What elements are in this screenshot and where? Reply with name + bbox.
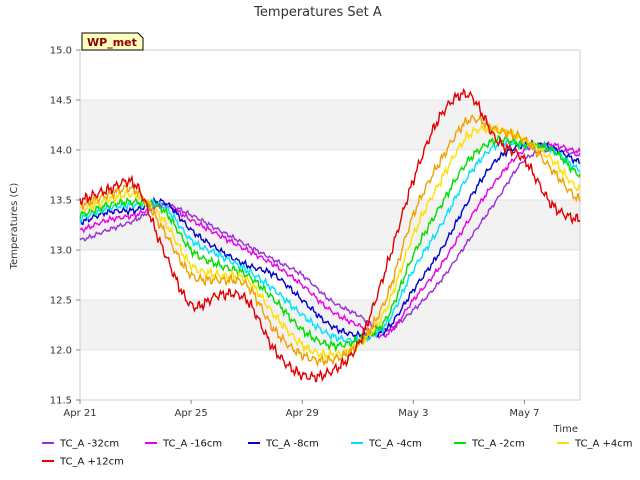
series-line: [79, 139, 581, 341]
legend-label: TC_A -32cm: [59, 439, 119, 450]
legend: TC_A -32cm TC_A -16cm TC_A -8cm TC_A -4cm TC…: [42, 439, 633, 468]
y-tick-label: 13.5: [50, 196, 72, 207]
y-tick-label: 12.5: [50, 296, 72, 307]
series-lines: [79, 87, 581, 383]
x-tick-label: Apr 29: [286, 408, 319, 419]
legend-label: TC_A -16cm: [162, 439, 222, 450]
legend-item: TC_A -4cm: [351, 439, 422, 450]
x-tick-label: Apr 25: [175, 408, 208, 419]
x-axis-title: Time: [553, 424, 578, 435]
legend-item: TC_A -32cm: [42, 439, 119, 450]
legend-label: TC_A +12cm: [59, 457, 124, 468]
legend-item: TC_A -8cm: [248, 439, 319, 450]
series-line: [79, 137, 581, 346]
y-tick-label: 12.0: [50, 346, 72, 357]
badge-label: WP_met: [87, 36, 137, 49]
series-line: [79, 134, 581, 353]
y-axis-title: Temperatures (C): [9, 183, 20, 271]
y-axis: 11.5 12.0 12.5 13.0 13.5 14.0 14.5 15.0: [50, 46, 80, 407]
y-tick-label: 14.0: [50, 146, 72, 157]
plot-area: [79, 49, 581, 401]
legend-label: TC_A -2cm: [471, 439, 525, 450]
legend-label: TC_A -8cm: [265, 439, 319, 450]
x-tick-label: Apr 21: [63, 408, 96, 419]
series-line: [79, 140, 581, 339]
x-tick-label: May 7: [509, 408, 539, 419]
series-line: [79, 113, 581, 368]
x-tick-label: May 3: [398, 408, 428, 419]
y-tick-label: 15.0: [50, 46, 72, 57]
series-line: [79, 87, 581, 383]
legend-item: TC_A +12cm: [42, 457, 124, 468]
y-tick-label: 13.0: [50, 246, 72, 257]
x-axis: Apr 21 Apr 25 Apr 29 May 3 May 7: [63, 400, 540, 419]
wp-met-badge: WP_met: [81, 32, 144, 51]
y-tick-label: 11.5: [50, 396, 72, 407]
legend-item: TC_A +4cm: [557, 439, 633, 450]
legend-label: TC_A -4cm: [368, 439, 422, 450]
legend-label: TC_A +4cm: [574, 439, 633, 450]
y-tick-label: 14.5: [50, 96, 72, 107]
legend-item: TC_A -2cm: [454, 439, 525, 450]
chart-title: Temperatures Set A: [253, 5, 382, 20]
legend-item: TC_A -16cm: [145, 439, 222, 450]
